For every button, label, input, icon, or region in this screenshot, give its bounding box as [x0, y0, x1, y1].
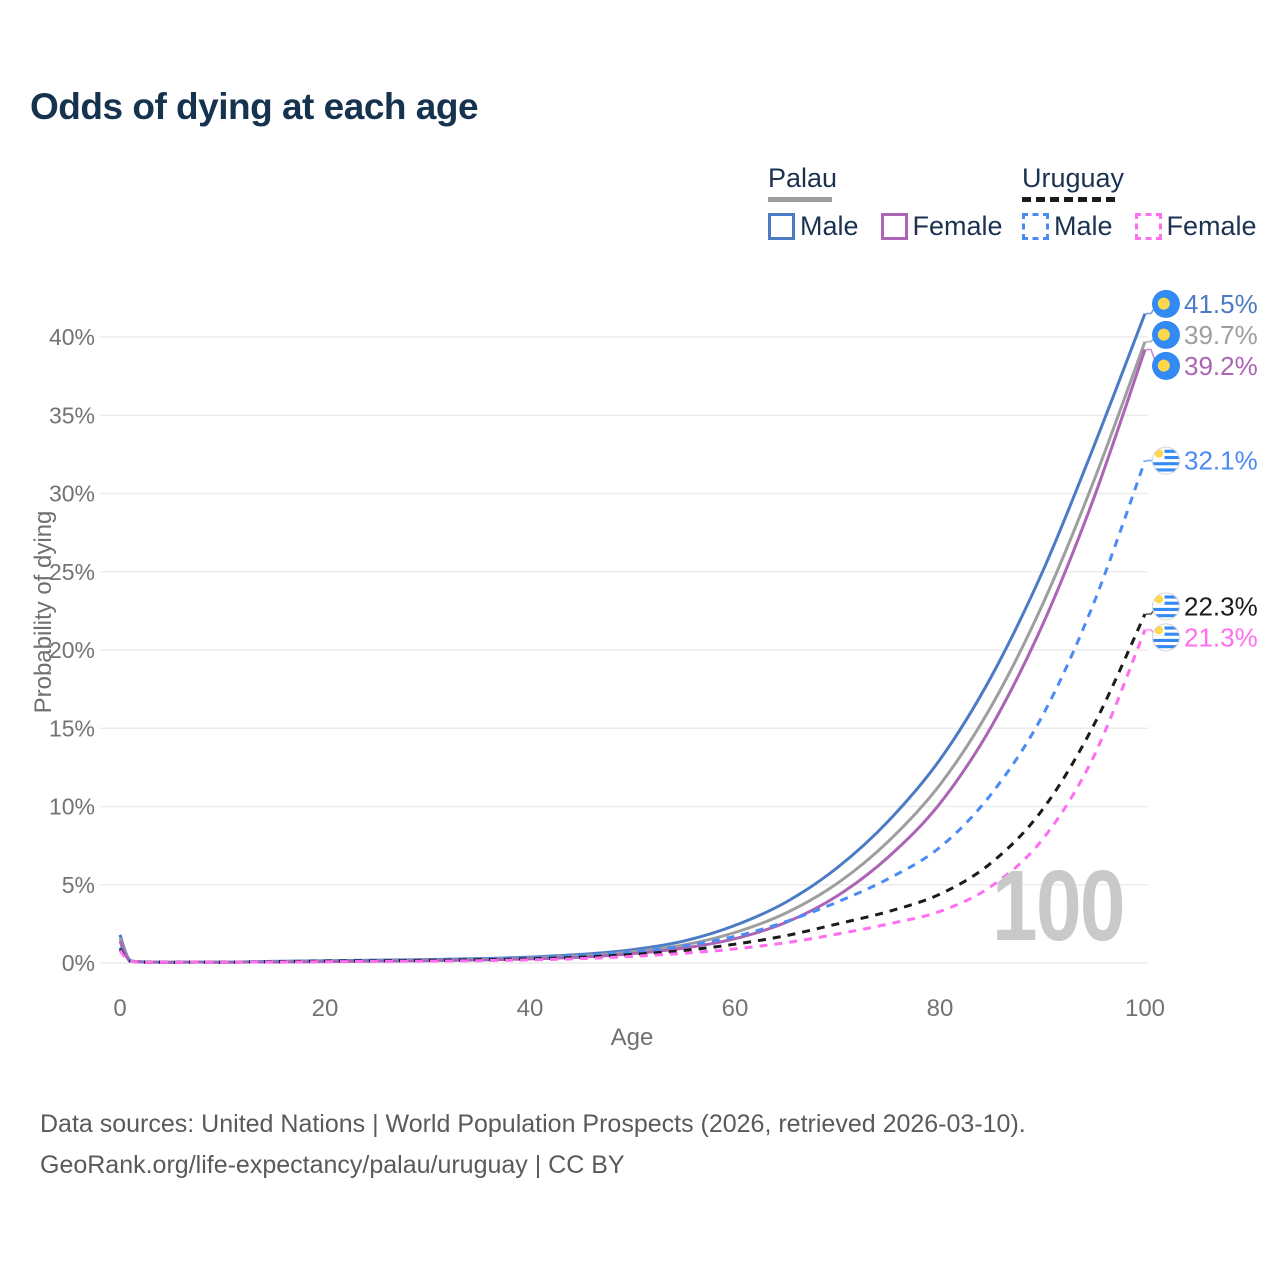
end-label-uruguay-male: 32.1%: [1146, 446, 1258, 476]
palau-flag-icon: [1152, 351, 1180, 380]
end-label-palau-both: 39.7%: [1146, 320, 1258, 350]
uruguay-flag-icon: [1152, 592, 1180, 621]
legend-label-uruguay-female: Female: [1166, 211, 1257, 241]
uruguay-male-swatch-icon: [1022, 213, 1049, 240]
legend-item-palau-female[interactable]: Female: [880, 211, 1003, 242]
legend-item-palau-male[interactable]: Male: [768, 211, 859, 242]
end-label-uruguay-female: 21.3%: [1146, 622, 1258, 652]
end-label-value: 39.7%: [1184, 320, 1258, 350]
y-tick-label: 25%: [49, 559, 95, 585]
palau-female-swatch-icon: [880, 213, 908, 240]
footer: Data sources: United Nations | World Pop…: [40, 1104, 1026, 1186]
end-label-value: 21.3%: [1184, 622, 1258, 652]
legend-country-uruguay-label: Uruguay: [1022, 163, 1125, 193]
y-tick-label: 30%: [49, 481, 95, 507]
legend-label-palau-female: Female: [912, 211, 1003, 241]
legend-label-palau-male: Male: [800, 211, 859, 241]
footer-data-sources: Data sources: United Nations | World Pop…: [40, 1110, 1026, 1138]
x-tick-label: 0: [113, 995, 126, 1022]
y-tick-label: 35%: [49, 402, 95, 428]
legend-item-uruguay-female[interactable]: Female: [1134, 211, 1257, 242]
palau-solid-line-swatch: [768, 197, 832, 202]
x-tick-label: 60: [722, 995, 749, 1022]
y-tick-label: 40%: [49, 324, 95, 350]
y-tick-label: 20%: [49, 637, 95, 663]
uruguay-flag-icon: [1152, 623, 1180, 652]
y-tick-label: 10%: [49, 794, 95, 820]
x-tick-label: 100: [1125, 995, 1165, 1022]
x-axis-title: Age: [610, 1024, 654, 1051]
end-label-value: 22.3%: [1184, 591, 1258, 621]
x-tick-label: 20: [312, 995, 339, 1022]
legend-group-palau: Palau Male Female: [768, 163, 1025, 242]
palau-flag-icon: [1152, 289, 1180, 318]
legend-country-uruguay[interactable]: Uruguay: [1022, 163, 1279, 202]
watermark-100: 100: [992, 850, 1126, 962]
legend-country-palau-label: Palau: [768, 163, 838, 193]
end-label-palau-female: 39.2%: [1146, 348, 1258, 381]
x-tick-label: 80: [927, 995, 954, 1022]
page-title: Odds of dying at each age: [30, 86, 479, 127]
series-line-uruguay-female[interactable]: [118, 629, 1147, 965]
end-label-uruguay-both: 22.3%: [1146, 591, 1258, 621]
end-label-value: 39.2%: [1184, 351, 1258, 381]
palau-flag-icon: [1152, 320, 1180, 349]
y-tick-label: 15%: [49, 715, 95, 741]
legend-country-palau[interactable]: Palau: [768, 163, 1025, 202]
uruguay-flag-icon: [1152, 446, 1180, 475]
palau-male-swatch-icon: [768, 213, 795, 240]
end-label-value: 41.5%: [1184, 289, 1258, 319]
uruguay-female-swatch-icon: [1134, 213, 1162, 240]
legend-label-uruguay-male: Male: [1054, 211, 1113, 241]
end-label-palau-male: 41.5%: [1146, 289, 1258, 319]
legend-group-uruguay: Uruguay Male Female: [1022, 163, 1279, 242]
y-tick-label: 5%: [62, 872, 95, 898]
uruguay-dashed-line-swatch: [1022, 197, 1119, 202]
end-label-value: 32.1%: [1184, 446, 1258, 476]
x-tick-label: 40: [517, 995, 544, 1022]
legend-item-uruguay-male[interactable]: Male: [1022, 211, 1113, 242]
y-tick-label: 0%: [62, 950, 95, 976]
footer-attribution: GeoRank.org/life-expectancy/palau/urugua…: [40, 1151, 625, 1179]
y-axis-title: Probability of dying: [30, 510, 57, 714]
series-line-uruguay-both[interactable]: [118, 613, 1147, 964]
